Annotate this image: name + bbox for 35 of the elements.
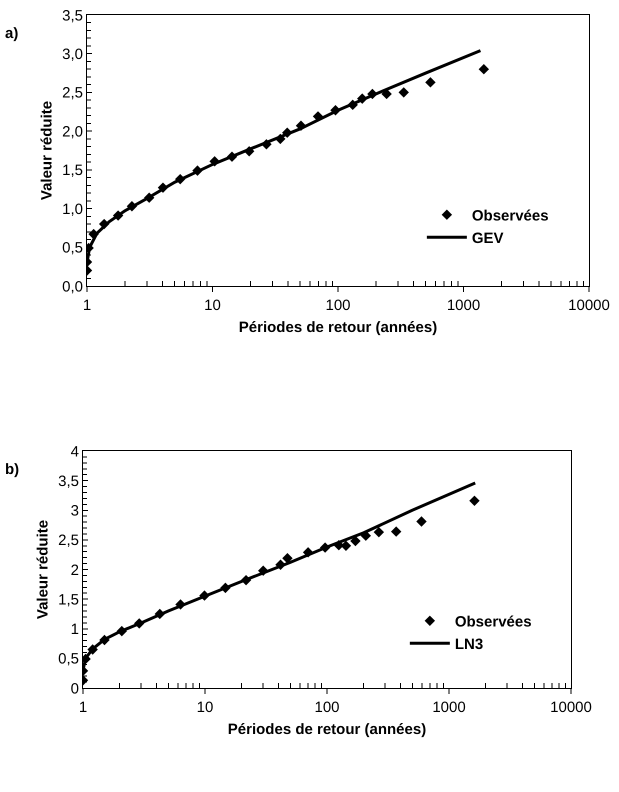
x-tick-label: 1000 bbox=[432, 699, 466, 716]
y-tick-label: 3 bbox=[70, 502, 79, 520]
y-tick-label: 0,5 bbox=[62, 240, 83, 257]
y-tick-label: 3,5 bbox=[58, 472, 79, 490]
legend-label: LN3 bbox=[454, 636, 484, 654]
x-tick-label: 100 bbox=[325, 297, 351, 314]
legend-label: Observées bbox=[454, 614, 532, 631]
y-tick-label: 4 bbox=[70, 443, 79, 460]
x-tick-label: 10 bbox=[196, 699, 214, 716]
text: a) bbox=[5, 25, 18, 42]
x-axis-title: Périodes de retour (années) bbox=[228, 721, 426, 738]
y-tick-label: 0,0 bbox=[62, 278, 83, 296]
y-tick-label: 1,5 bbox=[58, 591, 79, 608]
y-tick-label: 2 bbox=[70, 562, 79, 579]
y-tick-label: 0,5 bbox=[58, 650, 79, 668]
y-axis-title: Valeur réduite bbox=[38, 100, 56, 200]
y-tick-label: 2,0 bbox=[62, 123, 83, 140]
x-tick-label: 10 bbox=[204, 297, 221, 314]
legend-label: Observées bbox=[472, 208, 549, 225]
y-tick-label: 2,5 bbox=[58, 532, 79, 550]
x-tick-label: 100 bbox=[314, 699, 340, 716]
x-tick-label: 10000 bbox=[550, 699, 592, 716]
x-tick-label: 1000 bbox=[446, 297, 480, 314]
x-axis-title: Périodes de retour (années) bbox=[238, 319, 438, 336]
text: b) bbox=[5, 461, 20, 478]
y-axis-title: Valeur réduite bbox=[34, 520, 52, 620]
y-tick-label: 1 bbox=[70, 621, 79, 638]
y-tick-label: 2,5 bbox=[62, 84, 83, 102]
y-tick-label: 1,5 bbox=[62, 162, 83, 180]
x-tick-label: 10000 bbox=[568, 297, 610, 314]
legend-label: GEV bbox=[472, 230, 504, 248]
y-tick-label: 3,0 bbox=[62, 46, 83, 63]
y-tick-label: 0 bbox=[70, 680, 79, 698]
y-tick-label: 1,0 bbox=[62, 200, 83, 218]
y-tick-label: 3,5 bbox=[62, 7, 83, 24]
